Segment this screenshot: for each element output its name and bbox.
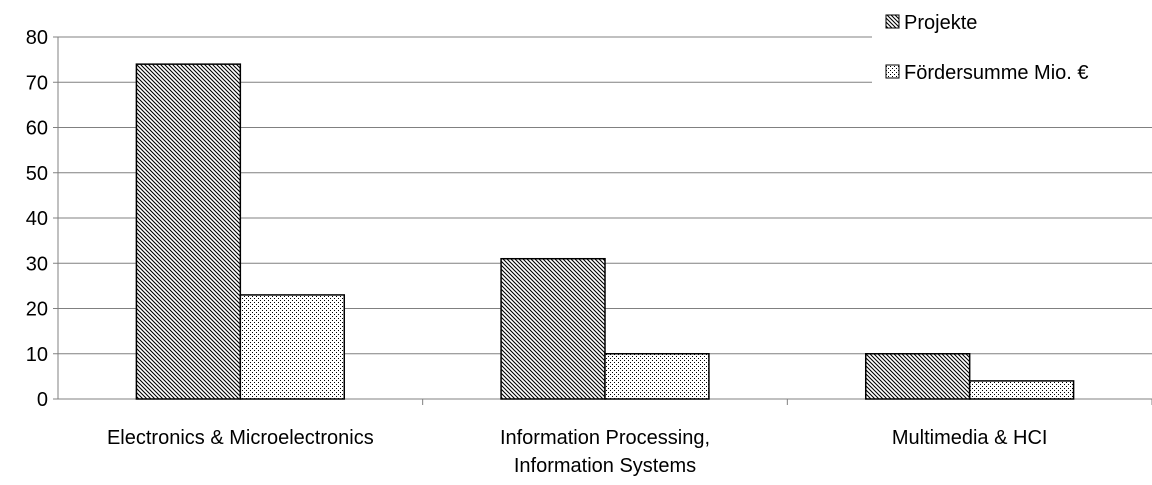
legend: Projekte Fördersumme Mio. €: [872, 0, 1152, 95]
y-tick-label: 0: [37, 389, 48, 411]
x-category-label: Information Processing,: [500, 427, 710, 449]
bar-projekte: [135, 63, 242, 400]
bar-projekte: [864, 353, 971, 400]
y-tick-label: 50: [26, 163, 48, 185]
legend-label: Fördersumme Mio. €: [904, 62, 1089, 84]
x-category-label: Multimedia & HCI: [892, 427, 1048, 449]
axis-labels: 0 10 20 30 40 50 60 70 80 Electronics & Microelec…: [26, 27, 1048, 477]
y-tick-label: 30: [26, 253, 48, 275]
y-tick-label: 10: [26, 344, 48, 366]
legend-swatch: [885, 64, 900, 79]
bar-foerdersumme: [604, 353, 710, 400]
x-category-label: Electronics & Microelectronics: [107, 427, 374, 449]
bar-projekte: [500, 257, 606, 400]
y-tick-label: 80: [26, 27, 48, 49]
y-tick-label: 20: [26, 299, 48, 321]
bar-foerdersumme: [968, 380, 1075, 400]
legend-background: [872, 0, 1152, 95]
legend-swatch: [885, 14, 900, 29]
x-category-label: Information Systems: [514, 455, 696, 477]
legend-label: Projekte: [904, 12, 977, 34]
y-tick-label: 40: [26, 208, 48, 230]
y-tick-label: 70: [26, 72, 48, 94]
bars: [135, 63, 1075, 400]
y-tick-label: 60: [26, 118, 48, 140]
bar-foerdersumme: [239, 294, 346, 400]
